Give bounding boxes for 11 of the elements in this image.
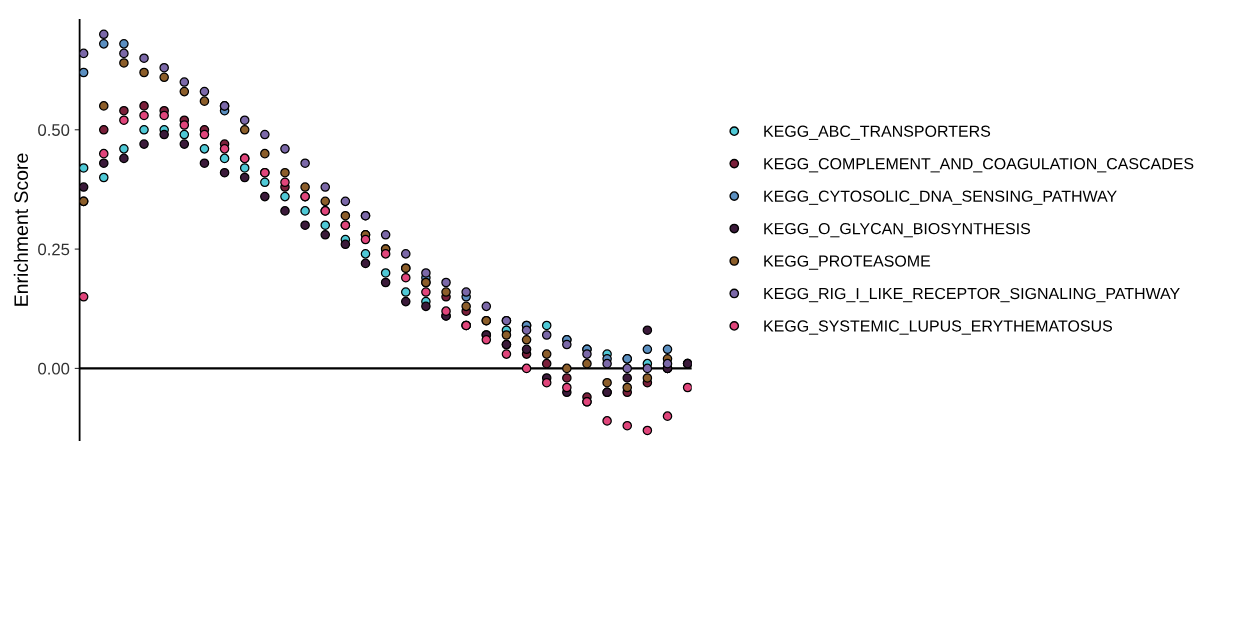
y-axis-title: Enrichment Score — [13, 153, 29, 306]
legend-label: KEGG_COMPLEMENT_AND_COAGULATION_CASCADES — [764, 158, 1194, 173]
legend-label: KEGG_O_GLYCAN_BIOSYNTHESIS — [764, 222, 1031, 238]
y-tick-label: 0.25 — [38, 243, 70, 256]
legend-label: KEGG_PROTEASOME — [764, 255, 931, 270]
y-tick-label: 0.50 — [38, 124, 70, 136]
legend-label: KEGG_CYTOSOLIC_DNA_SENSING_PATHWAY — [764, 190, 1117, 205]
legend-label: KEGG_ABC_TRANSPORTERS — [764, 125, 991, 140]
legend-label: KEGG_RIG_I_LIKE_RECEPTOR_SIGNALING_PATHWAY — [764, 287, 1180, 303]
y-tick-label: 0.00 — [38, 362, 70, 375]
legend-label: KEGG_SYSTEMIC_LUPUS_ERYTHEMATOSUS — [764, 320, 1113, 335]
